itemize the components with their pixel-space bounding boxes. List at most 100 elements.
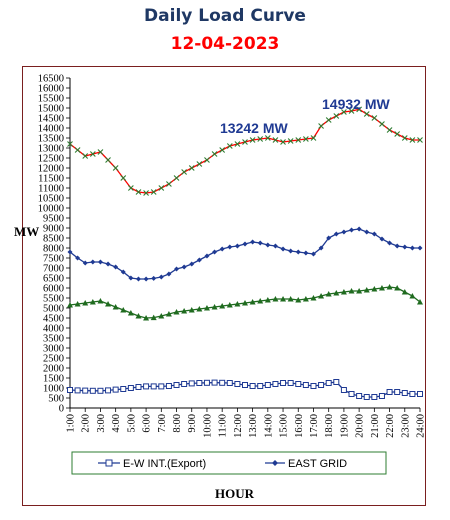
series-1 (67, 226, 423, 282)
data-point (128, 275, 134, 281)
data-point (287, 138, 294, 144)
y-tick-label: 16500 (38, 74, 64, 85)
data-point (264, 297, 271, 303)
y-tick-label: 9000 (43, 224, 64, 235)
data-point (394, 243, 400, 249)
data-point (158, 313, 165, 319)
data-point (120, 386, 127, 392)
y-tick-label: 1500 (43, 374, 64, 385)
data-point (394, 285, 401, 291)
y-tick-label: 14000 (38, 124, 64, 135)
data-point (417, 245, 423, 251)
x-tick-label: 19:00 (339, 414, 350, 438)
annotation-14932: 14932 MW (322, 96, 390, 112)
data-point (318, 123, 324, 129)
data-point (173, 175, 180, 181)
x-tick-label: 14:00 (263, 414, 274, 438)
data-point (333, 379, 340, 385)
y-tick-label: 13000 (38, 144, 64, 155)
y-tick-label: 6000 (43, 284, 64, 295)
data-point (127, 385, 134, 391)
data-point (113, 264, 119, 270)
data-point (402, 244, 408, 250)
data-point (325, 291, 332, 297)
data-point (82, 387, 89, 394)
data-point (97, 387, 104, 394)
data-point (302, 382, 309, 388)
y-tick-label: 11500 (38, 174, 64, 185)
y-tick-label: 5500 (43, 294, 64, 305)
data-point (219, 303, 226, 309)
data-point (371, 231, 377, 237)
chart-axes: 0500100015002000250030003500400045005000… (38, 74, 427, 438)
x-tick-label: 20:00 (355, 414, 366, 438)
x-tick-label: 18:00 (324, 414, 335, 438)
data-point (394, 131, 401, 137)
x-tick-label: 12:00 (233, 414, 244, 438)
y-tick-label: 11000 (38, 184, 64, 195)
data-point (234, 243, 240, 249)
data-point (74, 387, 81, 394)
data-point (143, 276, 149, 282)
data-point (280, 380, 287, 386)
y-tick-label: 12500 (38, 154, 64, 165)
data-point (371, 286, 378, 292)
data-point (97, 259, 103, 265)
x-tick-label: 1:00 (66, 414, 77, 433)
annotation-13242: 13242 MW (220, 120, 288, 136)
x-tick-label: 16:00 (294, 414, 305, 438)
data-point (295, 137, 302, 143)
y-tick-label: 14500 (38, 114, 64, 125)
data-point (173, 309, 180, 315)
data-point (188, 165, 195, 171)
data-point (333, 113, 340, 119)
data-point (120, 175, 127, 181)
data-point (74, 301, 81, 307)
data-point (348, 391, 355, 397)
data-point (158, 274, 164, 280)
data-point (409, 245, 415, 251)
data-point (242, 300, 248, 306)
data-point (295, 249, 301, 255)
data-point (287, 380, 294, 386)
data-point (318, 382, 325, 388)
data-point (234, 381, 241, 387)
data-point (371, 115, 378, 121)
data-point (188, 380, 195, 387)
data-point (409, 137, 416, 143)
data-point (165, 383, 172, 389)
series-0 (67, 379, 423, 400)
data-point (90, 259, 96, 265)
x-tick-label: 24:00 (416, 414, 427, 438)
y-tick-label: 4500 (43, 314, 64, 325)
data-point (189, 261, 195, 267)
data-point (158, 185, 165, 191)
data-point (181, 169, 188, 175)
data-point (326, 235, 332, 241)
data-point (135, 276, 141, 282)
data-point (363, 394, 370, 400)
data-point (348, 288, 355, 294)
data-point (226, 380, 233, 386)
data-point (364, 229, 370, 235)
data-point (67, 249, 73, 255)
data-point (417, 391, 423, 397)
data-point (356, 288, 363, 294)
data-point (112, 386, 119, 393)
data-point (166, 271, 172, 277)
data-point (249, 299, 256, 305)
chart-series (67, 106, 423, 400)
data-point (295, 297, 302, 303)
y-tick-label: 6500 (43, 274, 64, 285)
data-point (386, 389, 393, 395)
data-point (181, 264, 187, 270)
data-point (409, 293, 416, 299)
y-tick-label: 7500 (43, 254, 64, 265)
data-point (333, 231, 339, 237)
data-point (150, 189, 157, 195)
data-point (135, 313, 142, 319)
data-point (97, 149, 104, 155)
data-point (143, 383, 150, 390)
y-tick-label: 0 (59, 404, 64, 415)
